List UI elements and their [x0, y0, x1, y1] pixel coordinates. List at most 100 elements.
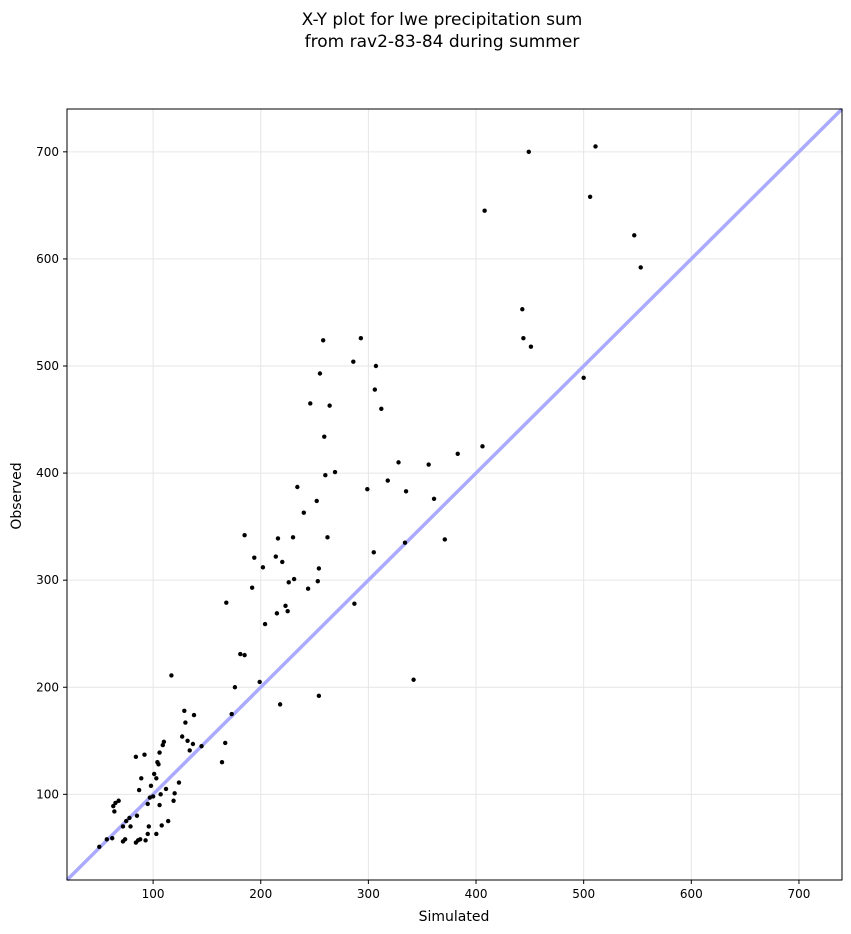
data-point — [325, 535, 330, 540]
data-point — [262, 621, 268, 627]
chart-title-line-2: from rav2-83-84 during summer — [305, 32, 580, 52]
data-point — [482, 208, 487, 213]
data-point — [520, 307, 525, 312]
y-tick-label: 300 — [36, 573, 59, 587]
data-point — [156, 762, 161, 767]
y-tick-label: 700 — [36, 145, 59, 159]
x-tick-label: 700 — [787, 887, 810, 901]
data-point — [411, 677, 416, 682]
data-point — [322, 434, 327, 439]
data-point — [229, 711, 234, 717]
data-point — [159, 823, 164, 828]
data-point — [157, 750, 162, 755]
data-point — [134, 813, 140, 818]
data-point — [143, 838, 148, 843]
data-point — [158, 792, 163, 797]
x-tick-label: 600 — [680, 887, 703, 901]
data-point — [113, 800, 118, 806]
data-point — [274, 611, 280, 616]
data-point — [238, 651, 243, 657]
x-tick-label: 200 — [249, 887, 272, 901]
x-tick-label: 100 — [142, 887, 165, 901]
y-tick-label: 400 — [36, 466, 59, 480]
y-tick-label: 200 — [36, 680, 59, 694]
data-point — [232, 685, 238, 690]
data-point — [291, 576, 297, 582]
data-point — [323, 473, 328, 478]
data-point — [128, 824, 133, 829]
data-point — [120, 824, 126, 829]
data-point — [301, 510, 307, 515]
y-tick-label: 500 — [36, 359, 59, 373]
data-point — [182, 708, 187, 714]
data-point — [150, 794, 156, 799]
data-point — [260, 565, 266, 570]
plot-area-frame — [66, 108, 843, 881]
data-point — [183, 720, 188, 725]
data-point — [190, 741, 196, 747]
data-point — [224, 600, 229, 605]
data-point — [351, 359, 356, 364]
data-point — [593, 144, 598, 149]
data-point — [148, 783, 154, 788]
data-point — [176, 780, 182, 785]
data-point — [139, 776, 144, 781]
data-point — [526, 149, 531, 155]
data-point — [242, 532, 247, 538]
data-point — [581, 375, 586, 380]
data-point — [169, 673, 174, 678]
x-axis-ticks: 100 200 300 400 500 600 700 — [142, 880, 810, 901]
data-point — [179, 734, 185, 739]
one-to-one-reference-line — [65, 107, 844, 882]
data-point — [352, 601, 357, 606]
data-point — [273, 554, 279, 559]
data-point — [172, 791, 177, 796]
data-point — [124, 818, 129, 824]
data-point — [290, 535, 296, 540]
data-point — [365, 486, 370, 492]
data-point — [587, 194, 593, 200]
data-point — [396, 460, 401, 465]
data-point — [283, 603, 288, 609]
data-point — [122, 837, 128, 842]
x-tick-label: 500 — [572, 887, 595, 901]
data-point — [154, 776, 159, 781]
data-point — [242, 652, 247, 658]
data-point — [371, 550, 376, 555]
data-point — [165, 818, 171, 824]
data-point — [327, 403, 332, 408]
data-point — [219, 760, 225, 765]
data-point — [142, 752, 147, 757]
data-point — [320, 338, 326, 343]
data-point — [280, 559, 285, 565]
data-point — [275, 536, 281, 541]
data-point — [252, 555, 257, 560]
data-point — [403, 489, 409, 494]
data-point — [332, 469, 338, 475]
data-point — [431, 496, 437, 501]
data-point — [187, 748, 192, 753]
data-point — [316, 566, 322, 571]
data-point — [372, 387, 378, 392]
data-point — [111, 803, 116, 809]
data-point — [151, 771, 157, 777]
data-point — [379, 406, 384, 412]
data-point — [145, 801, 150, 807]
data-point — [285, 609, 290, 614]
data-point — [185, 738, 190, 743]
data-point — [145, 831, 150, 837]
data-point — [528, 344, 534, 349]
data-point — [455, 451, 460, 457]
data-point — [163, 786, 169, 792]
data-point — [358, 335, 364, 341]
data-point — [223, 740, 228, 746]
data-point — [385, 478, 390, 483]
data-point — [137, 837, 143, 842]
data-point — [402, 540, 408, 545]
data-point — [277, 702, 283, 707]
y-axis-label: Observed — [9, 462, 25, 529]
data-point — [249, 585, 255, 590]
data-point — [314, 498, 319, 504]
data-point — [104, 837, 110, 842]
y-axis-ticks: 100 200 300 400 500 600 700 — [36, 145, 67, 801]
